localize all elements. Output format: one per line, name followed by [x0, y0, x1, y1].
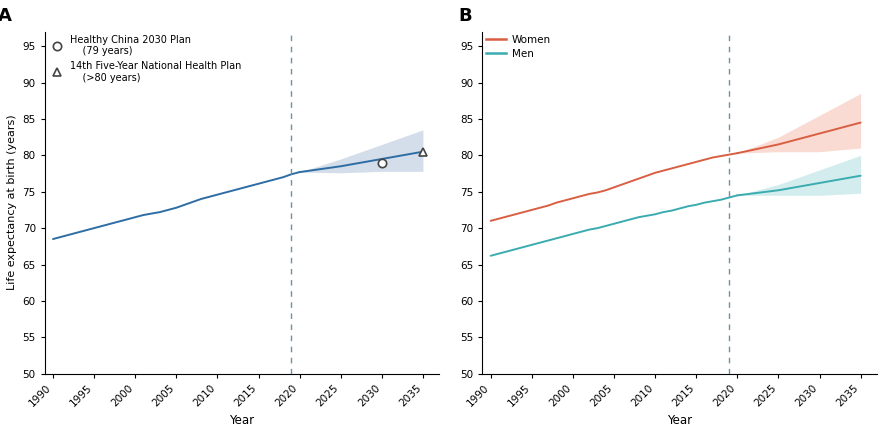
Legend: Women, Men: Women, Men	[485, 35, 551, 59]
Y-axis label: Life expectancy at birth (years): Life expectancy at birth (years)	[7, 115, 17, 290]
Text: B: B	[459, 7, 472, 25]
X-axis label: Year: Year	[230, 414, 255, 427]
X-axis label: Year: Year	[667, 414, 692, 427]
Legend: Healthy China 2030 Plan
    (79 years), 14th Five-Year National Health Plan
    : Healthy China 2030 Plan (79 years), 14th…	[48, 35, 241, 82]
Text: A: A	[0, 7, 11, 25]
